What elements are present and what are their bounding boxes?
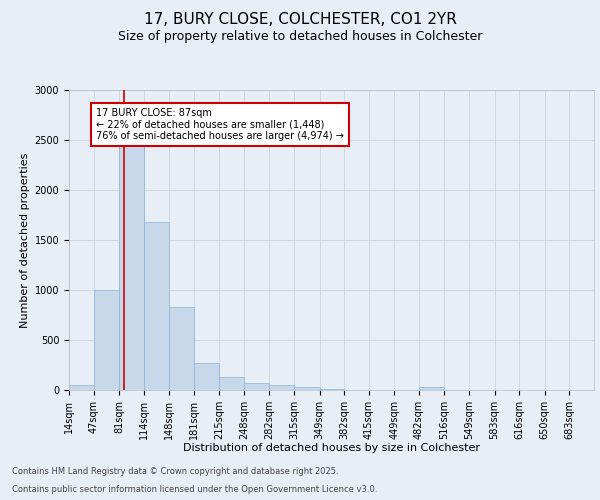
Bar [69,385,94,390]
Bar [94,290,119,390]
Y-axis label: Number of detached properties: Number of detached properties [20,152,31,328]
Bar [244,383,269,390]
Bar [294,387,320,390]
Bar [220,377,244,390]
Text: Contains public sector information licensed under the Open Government Licence v3: Contains public sector information licen… [12,485,377,494]
Bar [194,363,220,390]
X-axis label: Distribution of detached houses by size in Colchester: Distribution of detached houses by size … [183,444,480,454]
Bar [269,384,294,390]
Bar [169,307,194,390]
Bar [419,387,445,390]
Text: Size of property relative to detached houses in Colchester: Size of property relative to detached ho… [118,30,482,43]
Text: 17 BURY CLOSE: 87sqm
← 22% of detached houses are smaller (1,448)
76% of semi-de: 17 BURY CLOSE: 87sqm ← 22% of detached h… [96,108,344,141]
Text: 17, BURY CLOSE, COLCHESTER, CO1 2YR: 17, BURY CLOSE, COLCHESTER, CO1 2YR [143,12,457,28]
Text: Contains HM Land Registry data © Crown copyright and database right 2025.: Contains HM Land Registry data © Crown c… [12,467,338,476]
Bar [320,389,344,390]
Bar [144,222,169,390]
Bar [119,140,144,390]
